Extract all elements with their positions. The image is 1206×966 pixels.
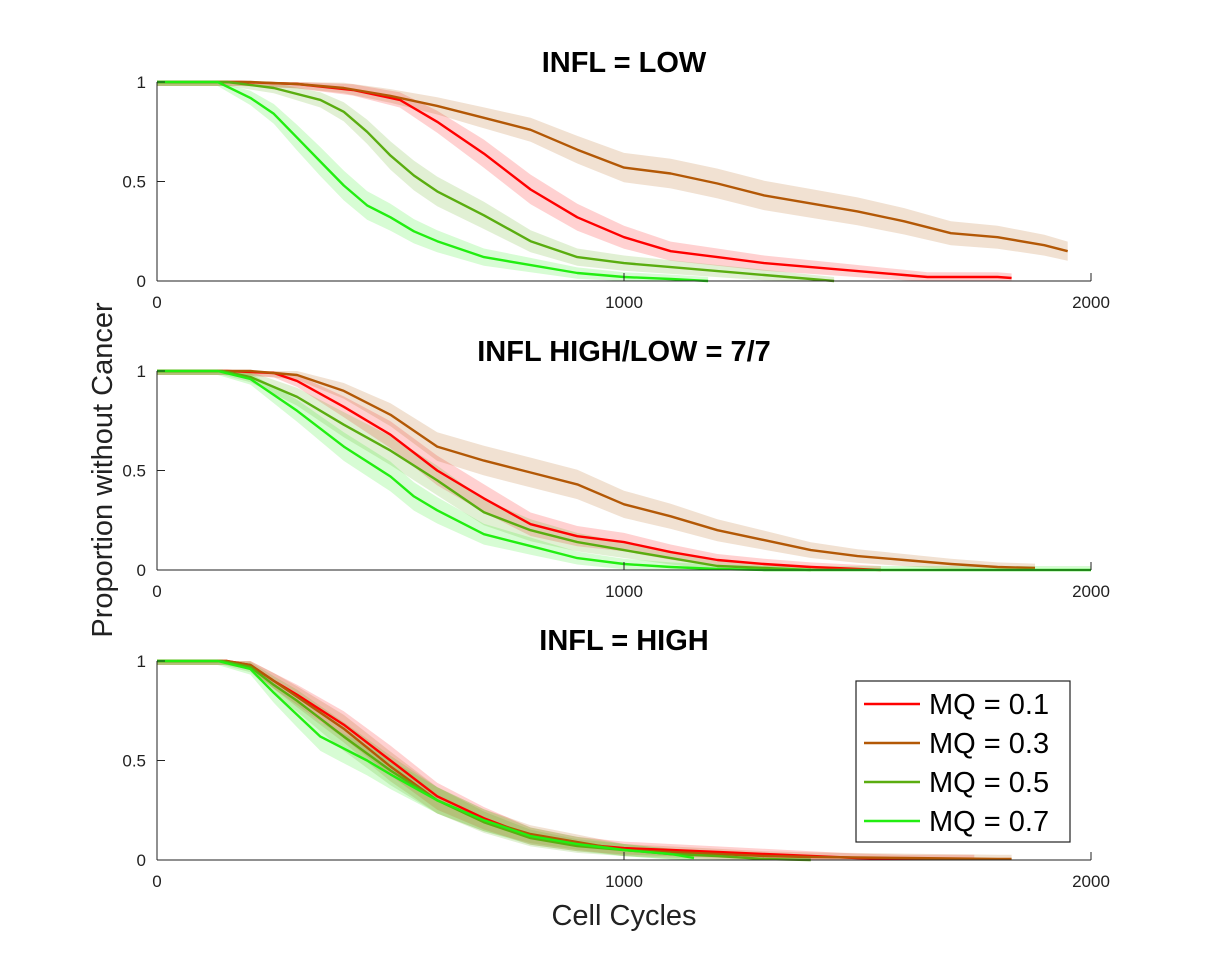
x-axis-label: Cell Cycles <box>551 900 696 932</box>
x-tick-label: 0 <box>152 872 161 891</box>
y-tick-label: 0.5 <box>122 173 146 192</box>
series-line-mq-0-3 <box>157 80 1068 253</box>
y-tick-label: 0.5 <box>122 462 146 481</box>
y-tick-label: 0.5 <box>122 752 146 771</box>
y-tick-label: 0 <box>137 561 146 580</box>
y-tick-label: 1 <box>137 362 146 381</box>
panel-2: INFL HIGH/LOW = 7/7 0 1000 2000 0 0.5 1 <box>122 336 1110 601</box>
legend: MQ = 0.1 MQ = 0.3 MQ = 0.5 MQ = 0.7 <box>855 680 1071 843</box>
panel-1: INFL = LOW 0 1000 2000 0 0.5 1 <box>122 47 1110 312</box>
confidence-band-mq-0-7 <box>157 661 694 860</box>
y-tick-label: 1 <box>137 73 146 92</box>
legend-box <box>855 680 1071 843</box>
confidence-band-mq-0-7 <box>157 82 709 281</box>
series-line-mq-0-1 <box>157 369 881 572</box>
series-line-mq-0-1 <box>157 80 1012 280</box>
x-tick-label: 1000 <box>605 582 643 601</box>
series-line-mq-0-7 <box>157 369 1091 572</box>
legend-label-mq-0-7: MQ = 0.7 <box>929 806 1049 838</box>
x-tick-label: 2000 <box>1072 293 1110 312</box>
y-tick-label: 0 <box>137 851 146 870</box>
x-tick-label: 1000 <box>605 872 643 891</box>
y-tick-label: 0 <box>137 272 146 291</box>
x-tick-label: 2000 <box>1072 582 1110 601</box>
x-tick-label: 1000 <box>605 293 643 312</box>
series-line-mq-0-3 <box>157 659 1012 861</box>
series-line-mq-0-5 <box>157 369 811 572</box>
series-line-mq-0-5 <box>157 80 835 283</box>
x-tick-label: 2000 <box>1072 872 1110 891</box>
confidence-band-mq-0-5 <box>157 371 811 570</box>
series-line-mq-0-3 <box>157 369 1036 570</box>
series-line-mq-0-7 <box>157 80 709 283</box>
panel-3: INFL = HIGH 0 1000 2000 0 0.5 1 <box>122 625 1110 891</box>
legend-label-mq-0-3: MQ = 0.3 <box>929 728 1049 760</box>
x-tick-label: 0 <box>152 582 161 601</box>
series-line-mq-0-7 <box>157 659 695 860</box>
legend-label-mq-0-5: MQ = 0.5 <box>929 767 1049 799</box>
panel-title: INFL = LOW <box>542 47 707 79</box>
x-tick-label: 0 <box>152 293 161 312</box>
y-axis-label: Proportion without Cancer <box>87 302 119 638</box>
confidence-band-mq-0-3 <box>157 82 1068 261</box>
panel-title: INFL HIGH/LOW = 7/7 <box>477 336 771 368</box>
panel-title: INFL = HIGH <box>539 625 708 657</box>
legend-label-mq-0-1: MQ = 0.1 <box>929 689 1049 721</box>
y-tick-label: 1 <box>137 652 146 671</box>
